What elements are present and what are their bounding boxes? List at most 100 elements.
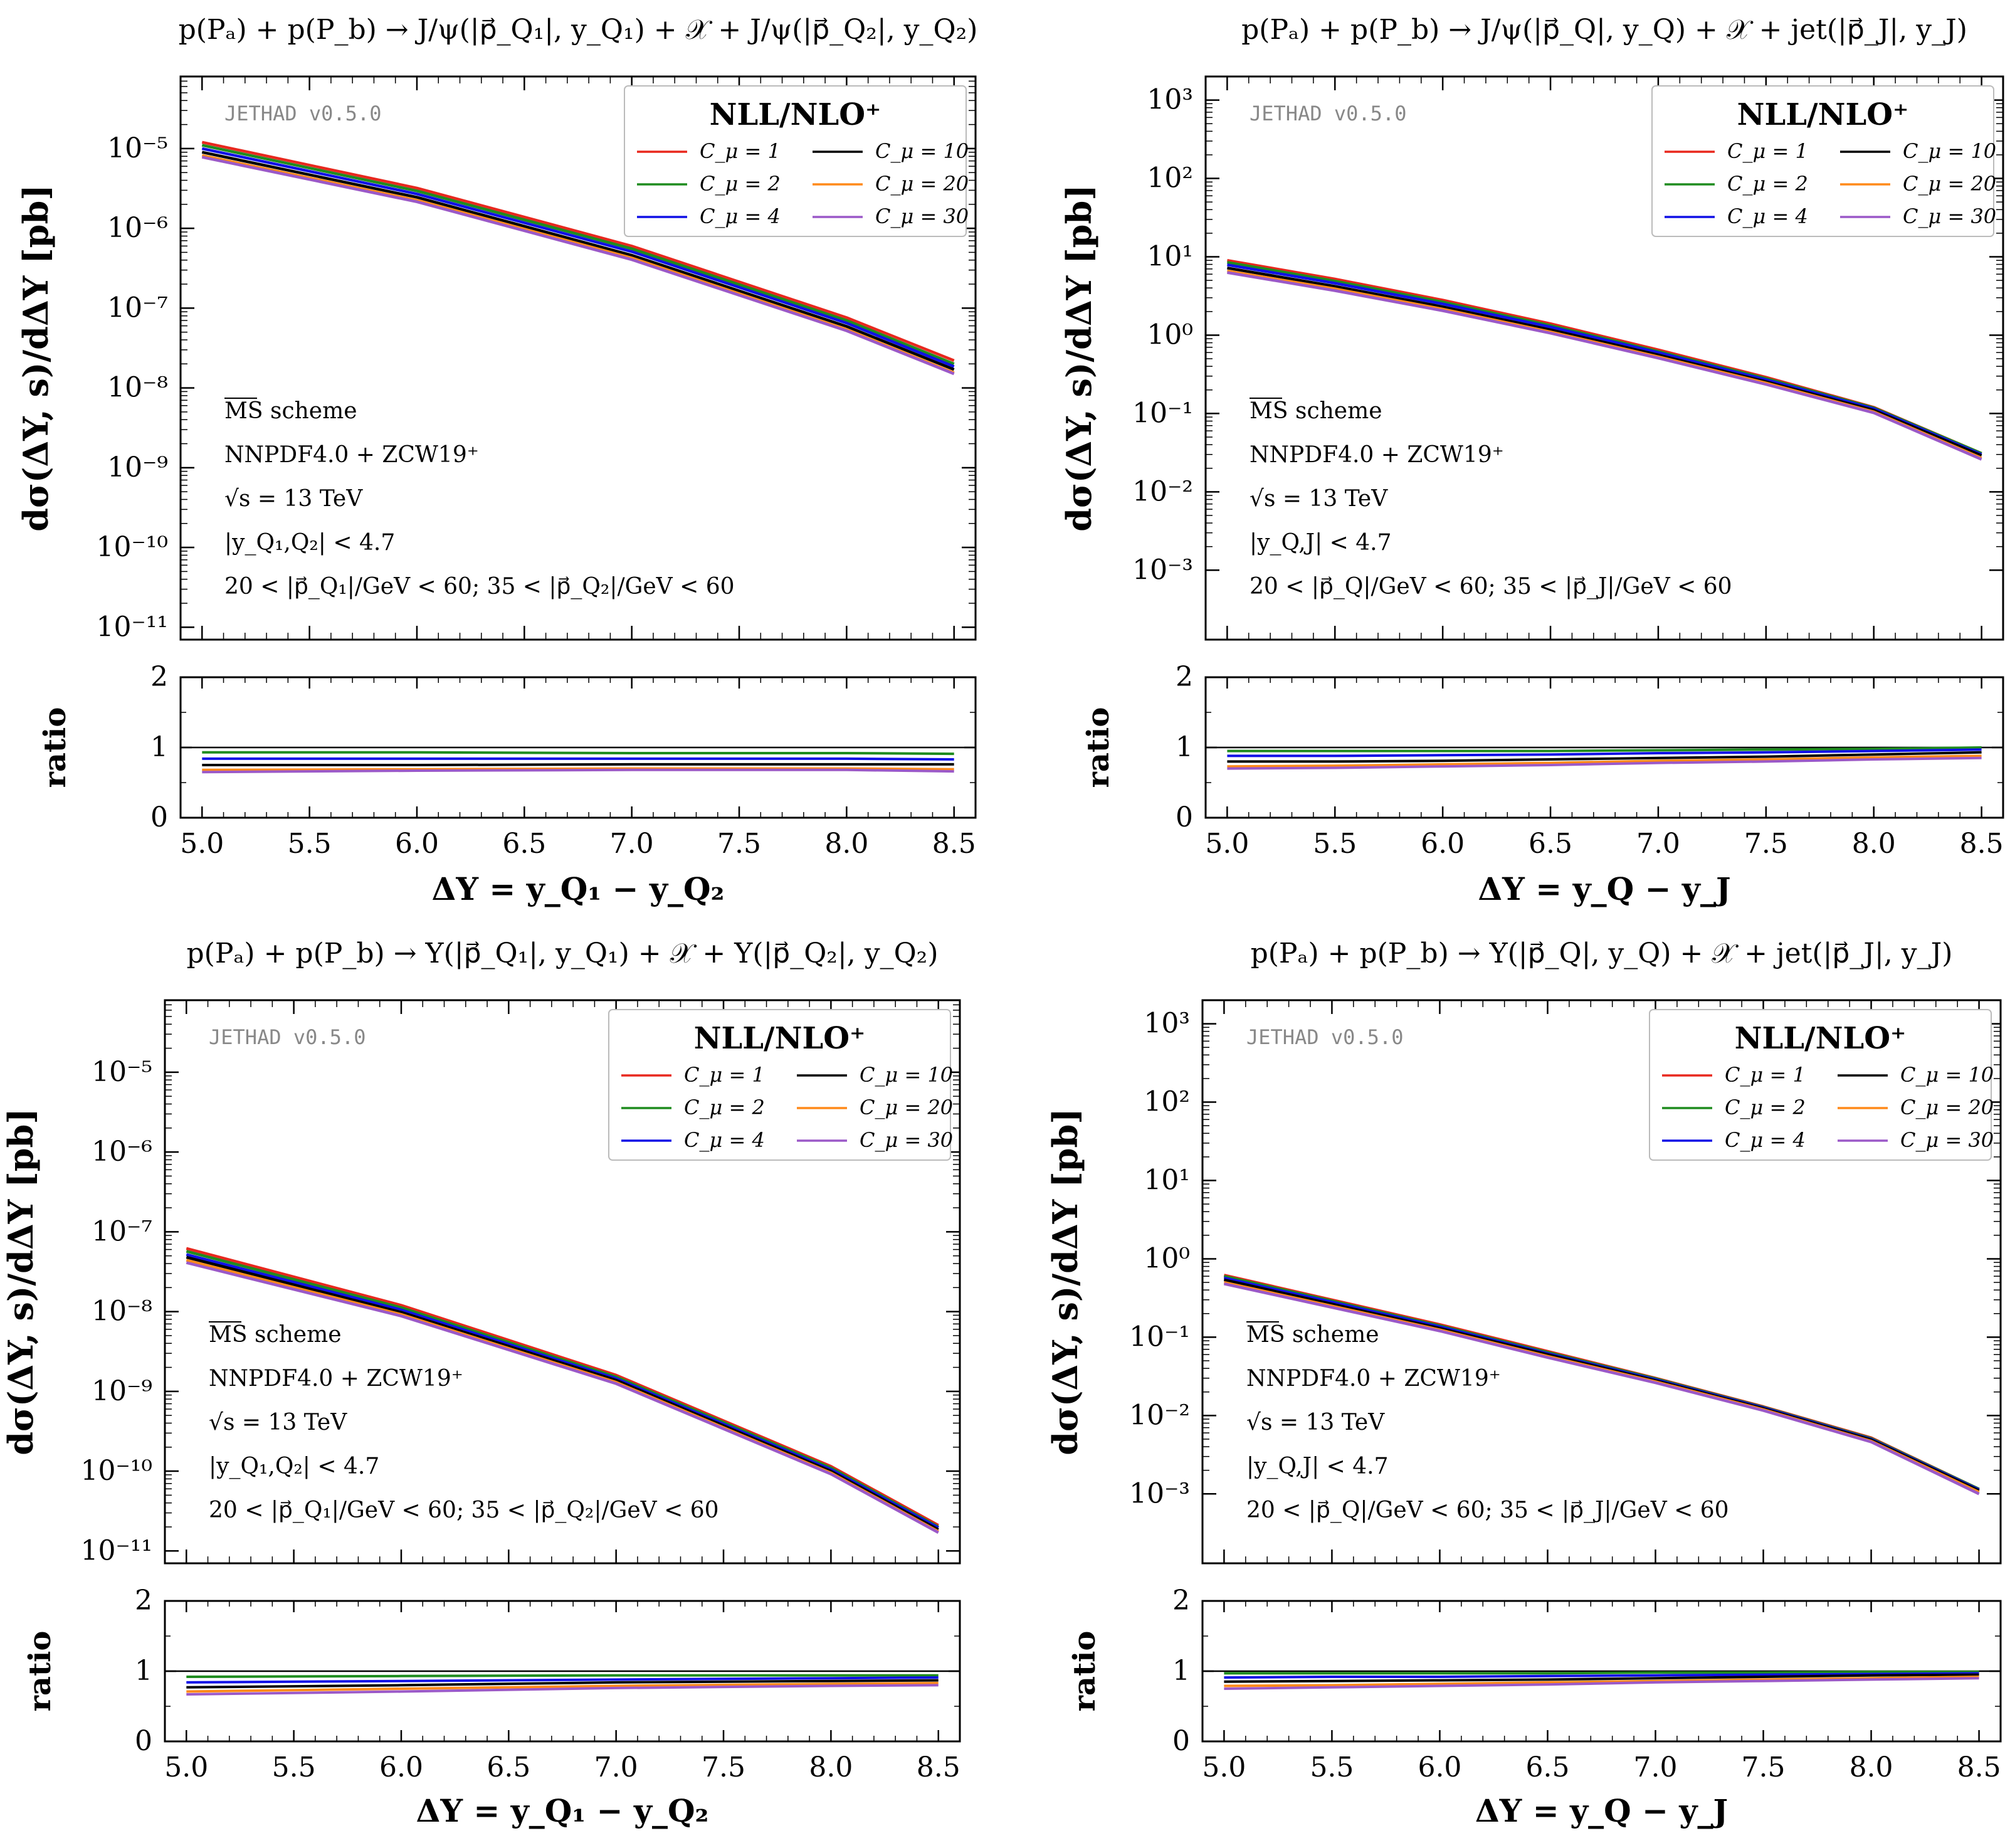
legend-entry: C_μ = 20 <box>875 172 969 196</box>
x-tick-label: 5.0 <box>1205 828 1249 860</box>
ratio-line <box>202 768 954 774</box>
y-tick-label: 10⁻¹ <box>1129 1321 1190 1353</box>
legend-entry: C_μ = 10 <box>875 139 969 163</box>
x-tick-label: 6.0 <box>395 828 439 860</box>
y-tick-label: 10⁰ <box>1147 319 1193 351</box>
annotation: |y_Q,J| < 4.7 <box>1250 530 1392 556</box>
y-tick-label: 10¹ <box>1147 241 1193 273</box>
chart-title: p(Pₐ) + p(P_b) → Υ(|p⃗_Q₁|, y_Q₁) + 𝒳 + … <box>187 937 939 969</box>
legend-entry: C_μ = 2 <box>684 1096 765 1119</box>
annotation: 20 < |p⃗_Q₁|/GeV < 60; 35 < |p⃗_Q₂|/GeV … <box>209 1497 719 1523</box>
watermark: JETHAD v0.5.0 <box>1246 1025 1403 1049</box>
legend-entry: C_μ = 4 <box>1727 204 1808 228</box>
legend-entry: C_μ = 4 <box>700 204 781 228</box>
y-tick-label: 10⁻¹¹ <box>81 1534 153 1566</box>
y-tick-label: 10⁻⁹ <box>92 1375 152 1407</box>
x-tick-label: 6.0 <box>379 1751 423 1783</box>
ratio-line <box>202 763 954 766</box>
y-tick-label: 10⁻⁶ <box>92 1136 152 1168</box>
legend-entry: C_μ = 2 <box>1727 172 1808 196</box>
legend-entry: C_μ = 1 <box>700 139 781 163</box>
y-tick-label: 10³ <box>1147 84 1193 116</box>
ratio-y-tick-label: 2 <box>135 1585 152 1617</box>
legend-box <box>1649 1009 1992 1161</box>
watermark: JETHAD v0.5.0 <box>209 1025 366 1049</box>
series-line <box>201 140 955 362</box>
series-line <box>186 1253 939 1529</box>
ratio-y-tick-label: 1 <box>150 731 168 763</box>
y-tick-label: 10⁻⁵ <box>92 1056 152 1088</box>
y-tick-label: 10² <box>1144 1086 1190 1118</box>
series-line <box>1223 1282 1980 1496</box>
ratio-line <box>186 1674 939 1678</box>
x-tick-label: 6.5 <box>502 828 546 860</box>
annotation: 20 < |p⃗_Q₁|/GeV < 60; 35 < |p⃗_Q₂|/GeV … <box>224 574 735 599</box>
ratio-line <box>1224 1677 1979 1690</box>
x-tick-label: 6.5 <box>1525 1751 1569 1783</box>
ratio-y-tick-label: 0 <box>150 801 168 833</box>
legend-entry: C_μ = 20 <box>1903 172 1996 196</box>
chart-panel-3: p(Pₐ) + p(P_b) → Υ(|p⃗_Q₁|, y_Q₁) + 𝒳 + … <box>1 937 961 1829</box>
chart-title: p(Pₐ) + p(P_b) → J/ψ(|p⃗_Q|, y_Q) + 𝒳 + … <box>1241 14 1967 46</box>
series-line <box>201 147 955 368</box>
legend-entry: C_μ = 20 <box>860 1096 953 1119</box>
legend-entry: C_μ = 30 <box>875 204 969 228</box>
annotation: MS scheme <box>209 1322 342 1348</box>
ratio-line <box>186 1676 939 1684</box>
plot-frame <box>179 75 977 641</box>
series-line <box>186 1259 939 1533</box>
legend-box <box>608 1009 951 1161</box>
ratio-line <box>186 1682 939 1693</box>
x-tick-label: 5.5 <box>288 828 332 860</box>
x-tick-label: 7.0 <box>594 1751 638 1783</box>
annotation: |y_Q,J| < 4.7 <box>1246 1454 1389 1479</box>
ratio-line <box>1227 748 1982 758</box>
x-tick-label: 7.0 <box>610 828 654 860</box>
x-tick-label: 8.5 <box>1957 1751 2001 1783</box>
legend-title: NLL/NLO⁺ <box>1737 97 1909 132</box>
ratio-label: ratio <box>1067 1631 1102 1712</box>
ratio-label: ratio <box>38 707 73 788</box>
annotation: NNPDF4.0 + ZCW19⁺ <box>1250 442 1504 468</box>
x-tick-label: 7.5 <box>1744 828 1788 860</box>
y-tick-label: 10⁻² <box>1132 475 1193 507</box>
annotation: √s = 13 TeV <box>1246 1410 1385 1435</box>
chart-title: p(Pₐ) + p(P_b) → Υ(|p⃗_Q|, y_Q) + 𝒳 + je… <box>1251 937 1953 969</box>
x-tick-label: 7.5 <box>702 1751 745 1783</box>
annotation: 20 < |p⃗_Q|/GeV < 60; 35 < |p⃗_J|/GeV < … <box>1250 574 1732 599</box>
annotation: NNPDF4.0 + ZCW19⁺ <box>209 1366 463 1391</box>
x-tick-label: 8.0 <box>1852 828 1896 860</box>
ratio-y-tick-label: 2 <box>1172 1585 1190 1617</box>
x-tick-label: 5.5 <box>1310 1751 1354 1783</box>
annotation: MS scheme <box>1246 1322 1379 1348</box>
x-tick-label: 8.0 <box>1850 1751 1893 1783</box>
legend-entry: C_μ = 30 <box>1903 204 1996 228</box>
legend-title: NLL/NLO⁺ <box>1735 1021 1907 1056</box>
legend-entry: C_μ = 1 <box>1725 1063 1806 1087</box>
ratio-line <box>202 767 954 771</box>
y-tick-label: 10⁻¹⁰ <box>97 531 169 563</box>
y-tick-label: 10² <box>1147 162 1193 194</box>
ratio-y-tick-label: 0 <box>1172 1725 1190 1757</box>
annotation: √s = 13 TeV <box>1250 486 1388 512</box>
x-tick-label: 7.0 <box>1636 828 1680 860</box>
ratio-y-tick-label: 0 <box>135 1725 152 1757</box>
series-line <box>1227 267 1982 457</box>
ratio-y-tick-label: 0 <box>1176 801 1193 833</box>
x-tick-label: 6.0 <box>1421 828 1465 860</box>
annotation: √s = 13 TeV <box>224 486 363 512</box>
legend-entry: C_μ = 1 <box>1727 139 1808 163</box>
chart-title: p(Pₐ) + p(P_b) → J/ψ(|p⃗_Q₁|, y_Q₁) + 𝒳 … <box>179 14 978 46</box>
annotation: NNPDF4.0 + ZCW19⁺ <box>1246 1366 1501 1391</box>
ratio-line <box>1224 1673 1979 1683</box>
legend-entry: C_μ = 4 <box>1725 1128 1806 1152</box>
legend-title: NLL/NLO⁺ <box>694 1021 866 1056</box>
x-axis-label: ΔY = y_Q − y_J <box>1475 1792 1728 1829</box>
chart-panel-1: p(Pₐ) + p(P_b) → J/ψ(|p⃗_Q₁|, y_Q₁) + 𝒳 … <box>16 14 977 907</box>
ratio-label: ratio <box>1081 707 1116 788</box>
series-line <box>1227 269 1982 460</box>
x-tick-label: 7.5 <box>717 828 761 860</box>
annotation: NNPDF4.0 + ZCW19⁺ <box>224 442 479 468</box>
ratio-y-tick-label: 1 <box>135 1655 152 1687</box>
series-line <box>201 144 955 366</box>
